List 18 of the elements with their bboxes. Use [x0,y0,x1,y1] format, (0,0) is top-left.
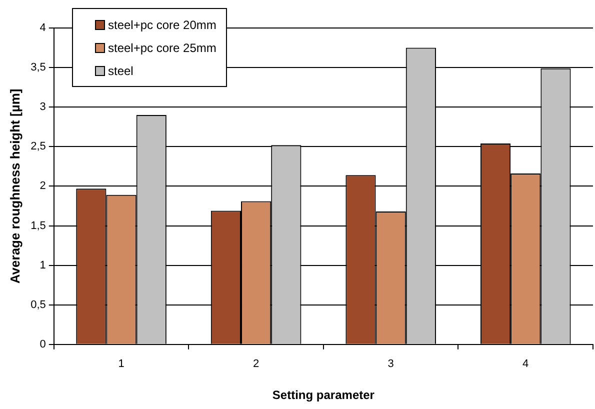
legend-label: steel+pc core 20mm [108,18,216,32]
legend-label: steel+pc core 25mm [108,40,216,54]
y-axis-title: Average roughness height [µm] [7,88,22,284]
y-tick-label: 2 [40,180,46,192]
y-tick-label: 0,5 [30,298,46,311]
y-tick-label: 3 [40,101,46,114]
x-tick-label: 3 [388,358,394,370]
y-tick-label: 3,5 [30,62,46,74]
x-tick-label: 1 [118,358,124,370]
y-tick-label: 1,5 [30,220,46,232]
x-tick-label: 4 [522,358,529,370]
y-tick-label: 0 [40,338,46,350]
x-tick-label: 2 [252,358,260,370]
y-tick-label: 4 [40,22,46,34]
legend-label: steel [108,64,134,78]
y-tick-label: 1 [40,259,46,272]
y-tick-label: 2,5 [30,140,46,153]
x-axis-title: Setting parameter [272,388,375,402]
